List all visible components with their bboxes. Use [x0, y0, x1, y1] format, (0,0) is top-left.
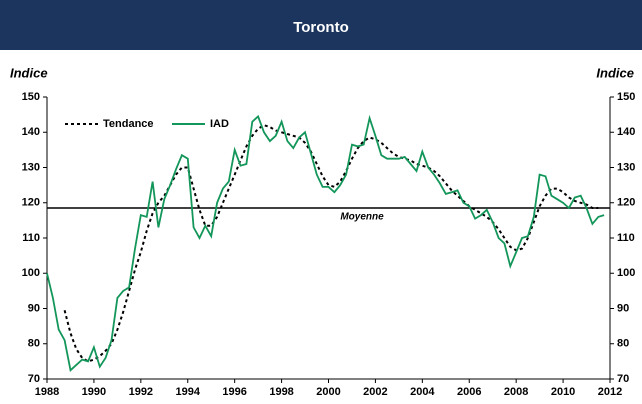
y-tick-label: 70 — [28, 373, 40, 385]
y2-tick-label: 150 — [617, 91, 635, 103]
x-tick-label: 1996 — [222, 386, 246, 398]
y2-tick-label: 70 — [617, 373, 629, 385]
y2-tick-label: 130 — [617, 161, 635, 173]
y-axis-label: Indice — [10, 65, 48, 80]
header-bar — [0, 0, 642, 50]
x-tick-label: 2006 — [457, 386, 481, 398]
x-tick-label: 2002 — [363, 386, 387, 398]
x-tick-label: 1992 — [129, 386, 153, 398]
y-tick-label: 140 — [22, 126, 40, 138]
y2-tick-label: 80 — [617, 338, 629, 350]
series-line — [46, 114, 605, 372]
x-tick-label: 2008 — [504, 386, 528, 398]
y-tick-label: 130 — [22, 161, 40, 173]
y-tick-label: 110 — [22, 232, 40, 244]
y2-tick-label: 110 — [617, 232, 635, 244]
y-tick-label: 100 — [22, 267, 40, 279]
x-tick-label: 2012 — [598, 386, 622, 398]
y2-tick-label: 100 — [617, 267, 635, 279]
x-tick-label: 2010 — [551, 386, 575, 398]
series-line — [63, 124, 599, 363]
y-tick-label: 90 — [28, 302, 40, 314]
x-tick-label: 2000 — [316, 386, 340, 398]
chart-title: Toronto — [293, 19, 349, 36]
x-tick-label: 1990 — [82, 386, 106, 398]
legend-label: Tendance — [103, 118, 154, 130]
y2-tick-label: 140 — [617, 126, 635, 138]
y-tick-label: 150 — [22, 91, 40, 103]
y2-tick-label: 90 — [617, 302, 629, 314]
x-tick-label: 1988 — [35, 386, 59, 398]
x-tick-label: 2004 — [410, 386, 435, 398]
x-tick-label: 1998 — [269, 386, 293, 398]
y-tick-label: 80 — [28, 338, 40, 350]
x-tick-label: 1994 — [176, 386, 201, 398]
legend-label: IAD — [210, 118, 229, 130]
y2-tick-label: 120 — [617, 197, 635, 209]
y-tick-label: 120 — [22, 197, 40, 209]
y2-axis-label: Indice — [596, 65, 634, 80]
average-label: Moyenne — [340, 212, 384, 223]
